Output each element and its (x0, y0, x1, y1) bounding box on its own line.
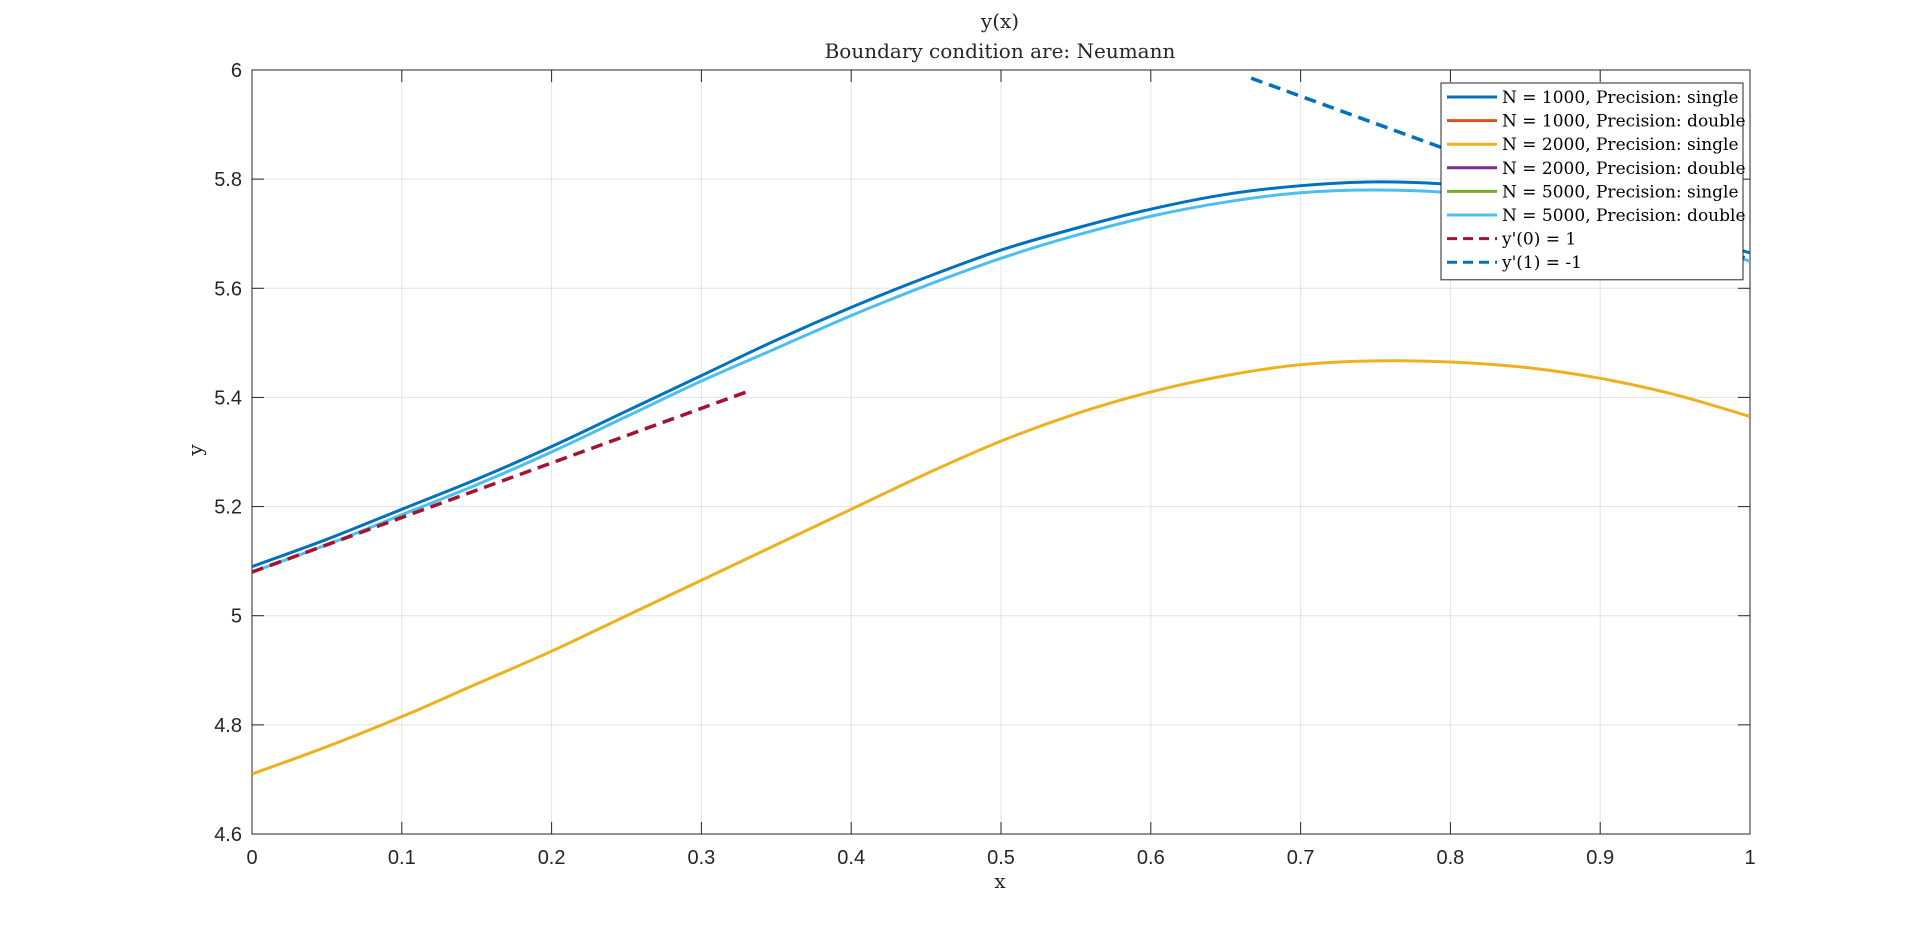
legend-label-1: N = 1000, Precision: double (1502, 112, 1746, 132)
y-tick-label: 4.6 (214, 824, 242, 846)
x-tick-label: 0.1 (388, 847, 416, 869)
legend-box (1440, 82, 1744, 281)
y-tick-label: 5.6 (214, 278, 242, 300)
y-tick-label: 5 (231, 606, 242, 628)
legend-label-6: y'(0) = 1 (1501, 230, 1576, 250)
x-axis-label: x (994, 869, 1006, 893)
chart-subtitle: Boundary condition are: Neumann (825, 39, 1176, 63)
y-tick-label: 6 (231, 60, 242, 82)
y-tick-label: 5.4 (214, 387, 242, 409)
axis-ticks: 0 0.1 0.2 0.3 0.4 0.5 0.6 0.7 0.8 0.9 1 4.6 4.8 5 5.2 5… (214, 60, 1755, 869)
series-line-2 (252, 359, 1750, 776)
x-tick-label: 0.4 (837, 847, 865, 869)
legend: N = 1000, Precision: single N = 1000, Pre… (1440, 82, 1746, 281)
y-tick-label: 4.8 (214, 715, 242, 737)
series-line-6 (252, 388, 752, 574)
y-axis-label: y (183, 444, 207, 457)
x-tick-label: 0.9 (1586, 847, 1614, 869)
x-tick-label: 0.2 (538, 847, 566, 869)
legend-label-4: N = 5000, Precision: single (1502, 182, 1739, 202)
y-tick-label: 5.8 (214, 169, 242, 191)
x-tick-label: 0.3 (687, 847, 715, 869)
x-tick-label: 0.8 (1436, 847, 1464, 869)
x-tick-label: 0.7 (1287, 847, 1315, 869)
x-tick-label: 1 (1744, 847, 1755, 869)
x-tick-label: 0.5 (987, 847, 1015, 869)
chart-title: y(x) (980, 9, 1019, 33)
legend-label-2: N = 2000, Precision: single (1502, 135, 1739, 155)
legend-label-3: N = 2000, Precision: double (1502, 159, 1746, 179)
legend-label-0: N = 1000, Precision: single (1502, 88, 1739, 108)
y-tick-label: 5.2 (214, 497, 242, 519)
legend-label-7: y'(1) = -1 (1501, 253, 1582, 273)
x-tick-label: 0.6 (1137, 847, 1165, 869)
legend-label-5: N = 5000, Precision: double (1502, 206, 1746, 226)
x-tick-label: 0 (246, 847, 257, 869)
